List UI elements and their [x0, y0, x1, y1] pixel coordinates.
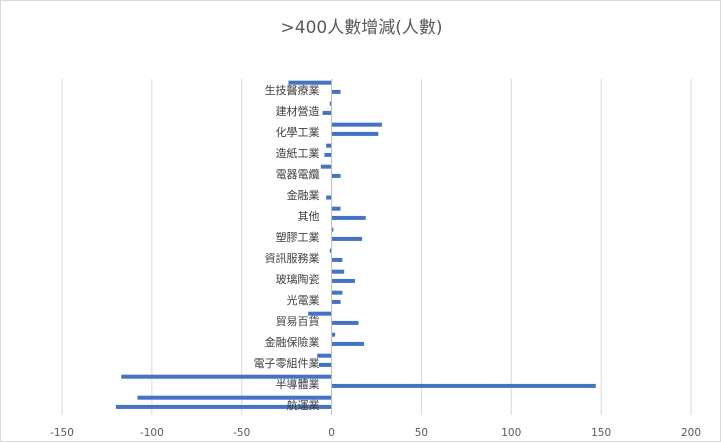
bar	[329, 101, 332, 106]
category-label: 航運業	[287, 398, 320, 412]
category-label: 建材營造	[276, 104, 320, 118]
bar	[331, 299, 341, 304]
x-tick-label: 100	[501, 427, 521, 439]
bar	[331, 215, 366, 220]
chart-title: >400人數增減(人數)	[280, 18, 443, 38]
bar	[331, 269, 345, 274]
category-label: 資訊服務業	[265, 251, 320, 265]
x-tick-label: 200	[681, 427, 701, 439]
x-tick-label: -100	[140, 427, 164, 439]
category-label: 玻璃陶瓷	[276, 272, 320, 286]
x-tick-label: 0	[328, 427, 335, 439]
bar	[331, 236, 363, 241]
bar	[329, 248, 332, 253]
bar	[331, 122, 382, 127]
bar	[331, 332, 336, 337]
category-label: 光電業	[287, 293, 320, 307]
x-tick-label: 150	[591, 427, 611, 439]
x-tick-label: -150	[50, 427, 74, 439]
bar	[288, 80, 332, 85]
bar	[308, 311, 332, 316]
bar	[317, 353, 332, 358]
bar	[331, 89, 341, 94]
bar	[326, 143, 332, 148]
category-label: 生技醫療業	[265, 83, 320, 97]
bar	[331, 206, 341, 211]
bar	[331, 320, 359, 325]
bar	[318, 362, 332, 367]
bar	[331, 278, 355, 283]
category-label: 化學工業	[276, 125, 320, 139]
category-label: 金融業	[287, 188, 320, 202]
bar	[331, 341, 364, 346]
bar	[331, 290, 343, 295]
x-tick-label: -50	[233, 427, 250, 439]
category-label: 其他	[298, 210, 320, 223]
category-label: 塑膠工業	[276, 230, 320, 244]
bar	[331, 131, 379, 136]
category-label: 電子零組件業	[254, 357, 320, 370]
bar	[320, 164, 332, 169]
bar	[324, 152, 332, 157]
category-label: 金融保險業	[265, 335, 320, 349]
category-label: 電器電纜	[276, 167, 320, 181]
category-label: 半導體業	[276, 377, 320, 391]
bar	[331, 257, 343, 262]
bar	[331, 227, 334, 232]
bar	[326, 195, 332, 200]
category-label: 造紙工業	[276, 146, 320, 160]
bar	[121, 374, 332, 379]
bar	[322, 110, 332, 115]
bar	[331, 383, 596, 388]
bar	[115, 404, 332, 409]
x-tick-label: 50	[415, 427, 428, 439]
bar	[137, 395, 332, 400]
bar	[331, 173, 341, 178]
category-label: 貿易百貨	[276, 314, 320, 328]
